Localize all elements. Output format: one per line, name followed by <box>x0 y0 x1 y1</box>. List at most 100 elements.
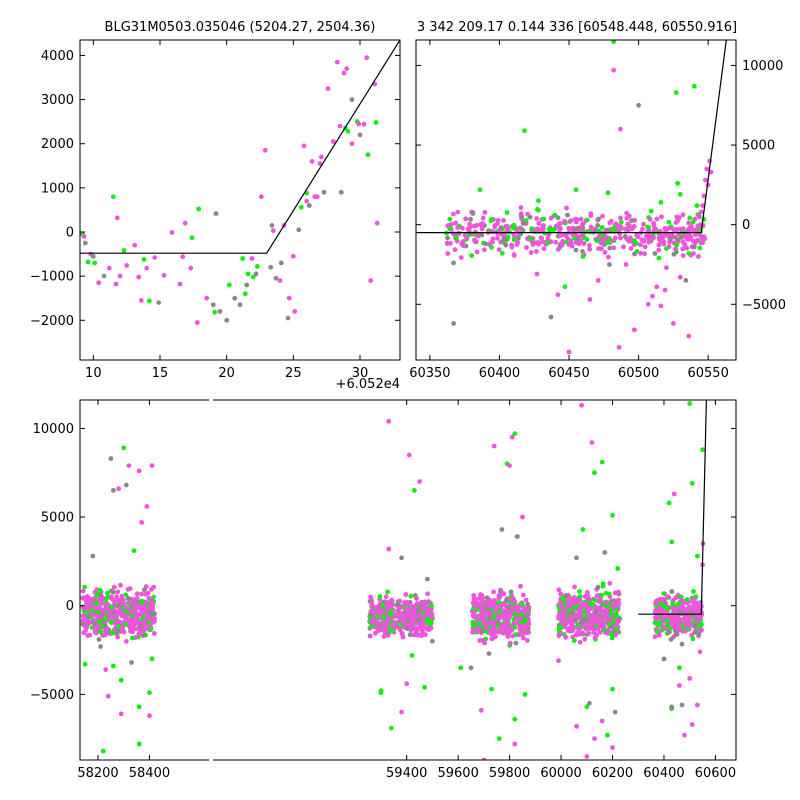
panel-title-right: 3 342 209.17 0.144 336 [60548.448, 60550… <box>417 20 737 35</box>
data-point-magenta <box>400 618 406 623</box>
data-point-green <box>240 256 246 261</box>
data-point-green <box>658 200 664 205</box>
x-tick-label: 60350 <box>409 366 450 381</box>
x-tick-label: 58200 <box>77 766 118 781</box>
data-point-magenta <box>584 605 590 611</box>
data-point-magenta <box>654 284 660 290</box>
data-point-magenta <box>121 601 127 607</box>
data-point-magenta <box>341 70 347 76</box>
data-point-magenta <box>88 596 94 602</box>
data-point-green <box>242 291 248 297</box>
data-point-magenta <box>580 630 586 636</box>
data-point-gray <box>607 245 613 251</box>
data-point-gray <box>210 302 216 308</box>
data-point-magenta <box>646 235 652 241</box>
data-point-magenta <box>518 583 523 589</box>
data-point-green <box>139 600 145 605</box>
data-point-green <box>148 627 154 633</box>
data-point-magenta <box>562 624 568 630</box>
data-point-magenta <box>130 629 135 635</box>
data-point-gray <box>430 638 435 644</box>
data-point-magenta <box>657 237 662 242</box>
data-point-green <box>111 663 116 669</box>
data-point-magenta <box>618 215 623 221</box>
data-point-magenta <box>492 624 497 630</box>
data-point-magenta <box>674 621 679 627</box>
data-point-green <box>385 589 390 595</box>
data-point-magenta <box>535 240 541 245</box>
data-point-magenta <box>97 599 103 604</box>
data-point-green <box>136 741 142 747</box>
data-point-green <box>605 732 610 738</box>
data-point-magenta <box>677 625 683 631</box>
data-point-green <box>700 447 705 453</box>
data-point-magenta <box>482 210 488 215</box>
data-point-green <box>697 245 703 251</box>
data-point-magenta <box>627 223 632 229</box>
data-point-magenta <box>487 241 492 247</box>
data-point-green <box>103 616 108 622</box>
data-point-magenta <box>425 591 430 597</box>
data-point-green <box>428 619 434 625</box>
data-point-magenta <box>645 301 651 307</box>
x-tick-label: 25 <box>285 366 302 381</box>
data-point-magenta <box>680 239 686 245</box>
data-point-green <box>689 480 695 486</box>
data-point-magenta <box>491 603 497 609</box>
data-point-magenta <box>152 616 158 621</box>
data-point-green <box>687 215 693 221</box>
data-point-green <box>109 604 114 610</box>
data-point-magenta <box>689 632 695 638</box>
data-point-magenta <box>117 607 123 613</box>
data-point-magenta <box>484 599 489 605</box>
data-point-magenta <box>634 232 640 238</box>
data-point-green <box>420 609 426 615</box>
data-point-green <box>691 83 697 89</box>
data-point-magenta <box>376 607 382 612</box>
data-point-magenta <box>566 225 572 231</box>
data-point-magenta <box>142 618 148 624</box>
data-point-magenta <box>611 245 617 251</box>
data-point-magenta <box>85 633 91 638</box>
data-point-green <box>599 459 605 465</box>
data-point-green <box>684 597 690 602</box>
data-point-gray <box>470 211 476 216</box>
model-curve <box>416 40 727 234</box>
zoom-left-panel: 10 15 20 25 30 −2000 −1000 0 1000 2000 3000 4000 <box>30 39 401 381</box>
data-point-magenta <box>496 247 502 253</box>
x-tick-label: 60550 <box>687 366 728 381</box>
data-point-green <box>522 128 527 134</box>
data-point-gray <box>90 253 96 259</box>
data-point-magenta <box>111 584 117 590</box>
data-point-gray <box>593 609 598 615</box>
data-point-magenta <box>599 718 605 724</box>
data-point-magenta <box>478 221 484 227</box>
y-tick-label: 2000 <box>41 137 74 152</box>
data-point-magenta <box>106 265 112 271</box>
data-point-magenta <box>641 221 646 227</box>
data-point-magenta <box>497 594 503 599</box>
data-point-green <box>470 623 476 628</box>
data-point-gray <box>696 631 702 637</box>
data-point-magenta <box>677 274 683 280</box>
data-point-green <box>512 431 518 437</box>
data-point-magenta <box>656 242 662 248</box>
x-tick-label: 20 <box>218 366 235 381</box>
model-curve <box>80 40 400 254</box>
data-point-gray <box>587 700 592 706</box>
data-point-magenta <box>90 603 96 609</box>
data-point-gray <box>691 623 697 629</box>
data-point-magenta <box>680 212 686 218</box>
data-point-gray <box>483 605 489 611</box>
data-point-magenta <box>490 229 496 235</box>
data-point-gray <box>273 275 279 281</box>
axis-frame <box>79 39 401 361</box>
data-point-magenta <box>559 605 564 610</box>
data-point-magenta <box>540 226 545 232</box>
data-point-magenta <box>652 634 658 640</box>
data-point-magenta <box>344 66 350 72</box>
data-point-magenta <box>616 226 622 231</box>
data-point-magenta <box>498 590 503 595</box>
data-point-magenta <box>124 263 130 268</box>
data-point-green <box>489 216 495 222</box>
